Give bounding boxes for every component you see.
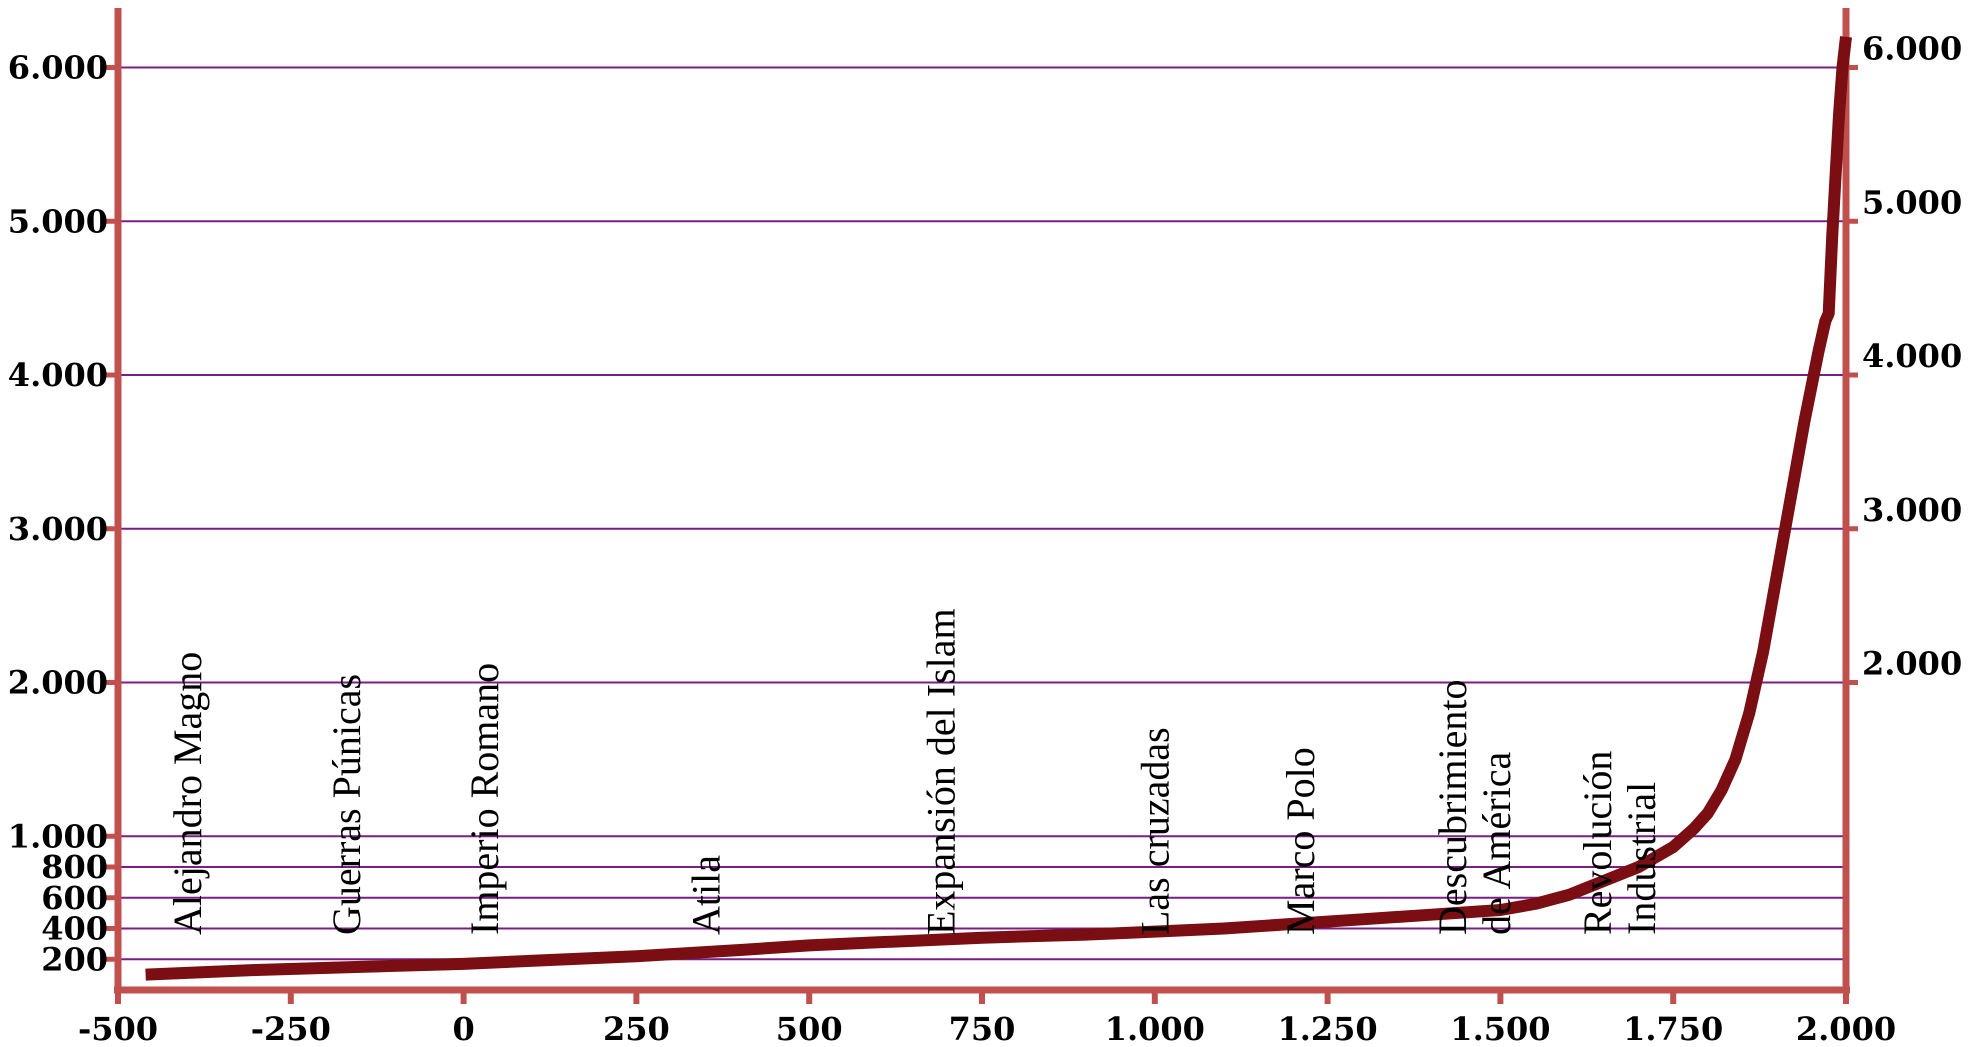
y-tick-label-left: 600 — [41, 879, 108, 917]
y-tick-label-right: 2.000 — [1862, 645, 1962, 683]
event-annotations: Alejandro Magno Guerras Púnicas Imperio Ro… — [165, 608, 1664, 935]
y-tick-label-left: 1.000 — [8, 817, 108, 855]
event-label: Las cruzadas — [1133, 727, 1178, 935]
event-label: Atila — [683, 855, 728, 935]
event-label: Descubrimiento — [1430, 680, 1475, 936]
x-tick-label: -250 — [251, 1010, 331, 1047]
grid-lines — [118, 66, 1846, 961]
y-tick-label-right: 5.000 — [1862, 183, 1962, 221]
y-tick-label-left: 200 — [41, 940, 108, 978]
event-label: Alejandro Magno — [165, 652, 210, 935]
y-tick-label-right: 4.000 — [1862, 337, 1962, 375]
event-label: Imperio Romano — [462, 663, 507, 935]
y-tick-label-left: 4.000 — [8, 356, 108, 394]
x-axis-ticks: -500 -250 0 250 500 750 1.000 1.250 1.500 1.750 2.… — [78, 990, 1896, 1047]
x-tick-label: 1.250 — [1277, 1010, 1377, 1047]
event-label: Expansión del Islam — [918, 608, 963, 935]
series — [145, 36, 1852, 981]
series-line — [145, 36, 1852, 981]
x-tick-label: -500 — [78, 1010, 158, 1047]
x-tick-label: 1.750 — [1623, 1010, 1723, 1047]
y-tick-label-left: 800 — [41, 848, 108, 886]
y-tick-label-left: 400 — [41, 910, 108, 948]
event-label: de América — [1474, 752, 1519, 935]
x-tick-label: 0 — [452, 1010, 474, 1047]
x-tick-label: 500 — [776, 1010, 843, 1047]
event-label: Industrial — [1619, 782, 1664, 935]
y-tick-label-left: 3.000 — [8, 510, 108, 548]
event-label: Revolución — [1575, 751, 1620, 935]
x-tick-label: 1.500 — [1450, 1010, 1550, 1047]
x-tick-label: 250 — [603, 1010, 670, 1047]
y-tick-label-right: 6.000 — [1862, 30, 1962, 68]
x-tick-label: 750 — [949, 1010, 1016, 1047]
y-axis-right-ticks: 2.000 3.000 4.000 5.000 6.000 — [1846, 30, 1962, 685]
y-tick-label-right: 3.000 — [1862, 491, 1962, 529]
y-tick-label-left: 6.000 — [8, 49, 108, 87]
y-tick-label-left: 2.000 — [8, 664, 108, 702]
x-tick-label: 1.000 — [1105, 1010, 1205, 1047]
event-label: Marco Polo — [1278, 747, 1323, 935]
y-tick-label-left: 5.000 — [8, 202, 108, 240]
event-label: Guerras Púnicas — [324, 674, 369, 935]
x-tick-label: 2.000 — [1796, 1010, 1896, 1047]
